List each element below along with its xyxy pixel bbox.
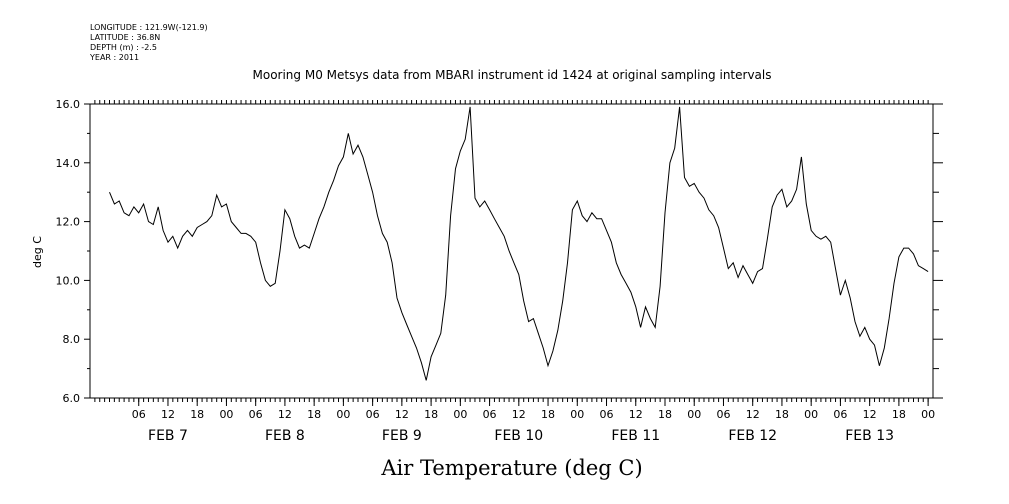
x-tick-label: 00 <box>336 408 350 421</box>
date-label: FEB 11 <box>611 428 660 444</box>
x-tick-label: 00 <box>453 408 467 421</box>
air-temperature-line <box>109 106 929 381</box>
date-label: FEB 12 <box>728 428 777 444</box>
x-tick-label: 12 <box>863 408 877 421</box>
date-label: FEB 13 <box>845 428 894 444</box>
x-tick-label: 18 <box>190 408 204 421</box>
date-label: FEB 10 <box>494 428 543 444</box>
x-tick-label: 00 <box>921 408 935 421</box>
y-tick-label: 10.0 <box>56 274 81 287</box>
x-tick-label: 06 <box>716 408 730 421</box>
x-tick-label: 18 <box>541 408 555 421</box>
date-labels: FEB 7 FEB 8 FEB 9 FEB 10 FEB 11 FEB 12 FEB 13 <box>148 428 894 444</box>
x-axis-ticks: 06 12 18 00 06 12 18 00 06 12 18 00 06 12 18 00 06 12 18 00… <box>132 398 935 421</box>
y-tick-label: 8.0 <box>63 333 81 346</box>
x-tick-label: 06 <box>366 408 380 421</box>
x-tick-label: 12 <box>629 408 643 421</box>
y-axis-label: deg C <box>31 236 44 268</box>
x-tick-label: 18 <box>658 408 672 421</box>
y-axis-ticks: 6.0 8.0 10.0 12.0 14.0 16.0 <box>56 98 943 405</box>
x-tick-label: 06 <box>483 408 497 421</box>
x-tick-label: 00 <box>570 408 584 421</box>
x-tick-label: 18 <box>892 408 906 421</box>
year-label: YEAR : 2011 <box>89 53 139 62</box>
x-tick-label: 06 <box>833 408 847 421</box>
x-tick-label: 00 <box>687 408 701 421</box>
date-label: FEB 8 <box>265 428 305 444</box>
x-tick-label: 12 <box>278 408 292 421</box>
date-label: FEB 9 <box>382 428 422 444</box>
date-label: FEB 7 <box>148 428 188 444</box>
x-axis-label: Air Temperature (deg C) <box>380 456 642 480</box>
x-tick-label: 18 <box>307 408 321 421</box>
x-tick-label: 06 <box>600 408 614 421</box>
x-tick-label: 06 <box>249 408 263 421</box>
x-tick-label: 00 <box>219 408 233 421</box>
plot-frame <box>89 103 934 399</box>
x-tick-label: 06 <box>132 408 146 421</box>
longitude-label: LONGITUDE : 121.9W(-121.9) <box>90 23 208 32</box>
x-tick-label: 12 <box>161 408 175 421</box>
y-tick-label: 12.0 <box>56 216 81 229</box>
x-tick-label: 12 <box>512 408 526 421</box>
x-tick-label: 00 <box>804 408 818 421</box>
x-tick-label: 18 <box>424 408 438 421</box>
y-tick-label: 14.0 <box>56 157 81 170</box>
depth-label: DEPTH (m) : -2.5 <box>90 43 157 52</box>
y-tick-label: 6.0 <box>63 392 81 405</box>
y-tick-label: 16.0 <box>56 98 81 111</box>
chart-title: Mooring M0 Metsys data from MBARI instru… <box>253 68 772 82</box>
x-tick-label: 12 <box>746 408 760 421</box>
minor-ticks <box>94 100 929 402</box>
station-info: LONGITUDE : 121.9W(-121.9) LATITUDE : 36… <box>89 23 208 62</box>
latitude-label: LATITUDE : 36.8N <box>90 33 160 42</box>
x-tick-label: 18 <box>775 408 789 421</box>
x-tick-label: 12 <box>395 408 409 421</box>
